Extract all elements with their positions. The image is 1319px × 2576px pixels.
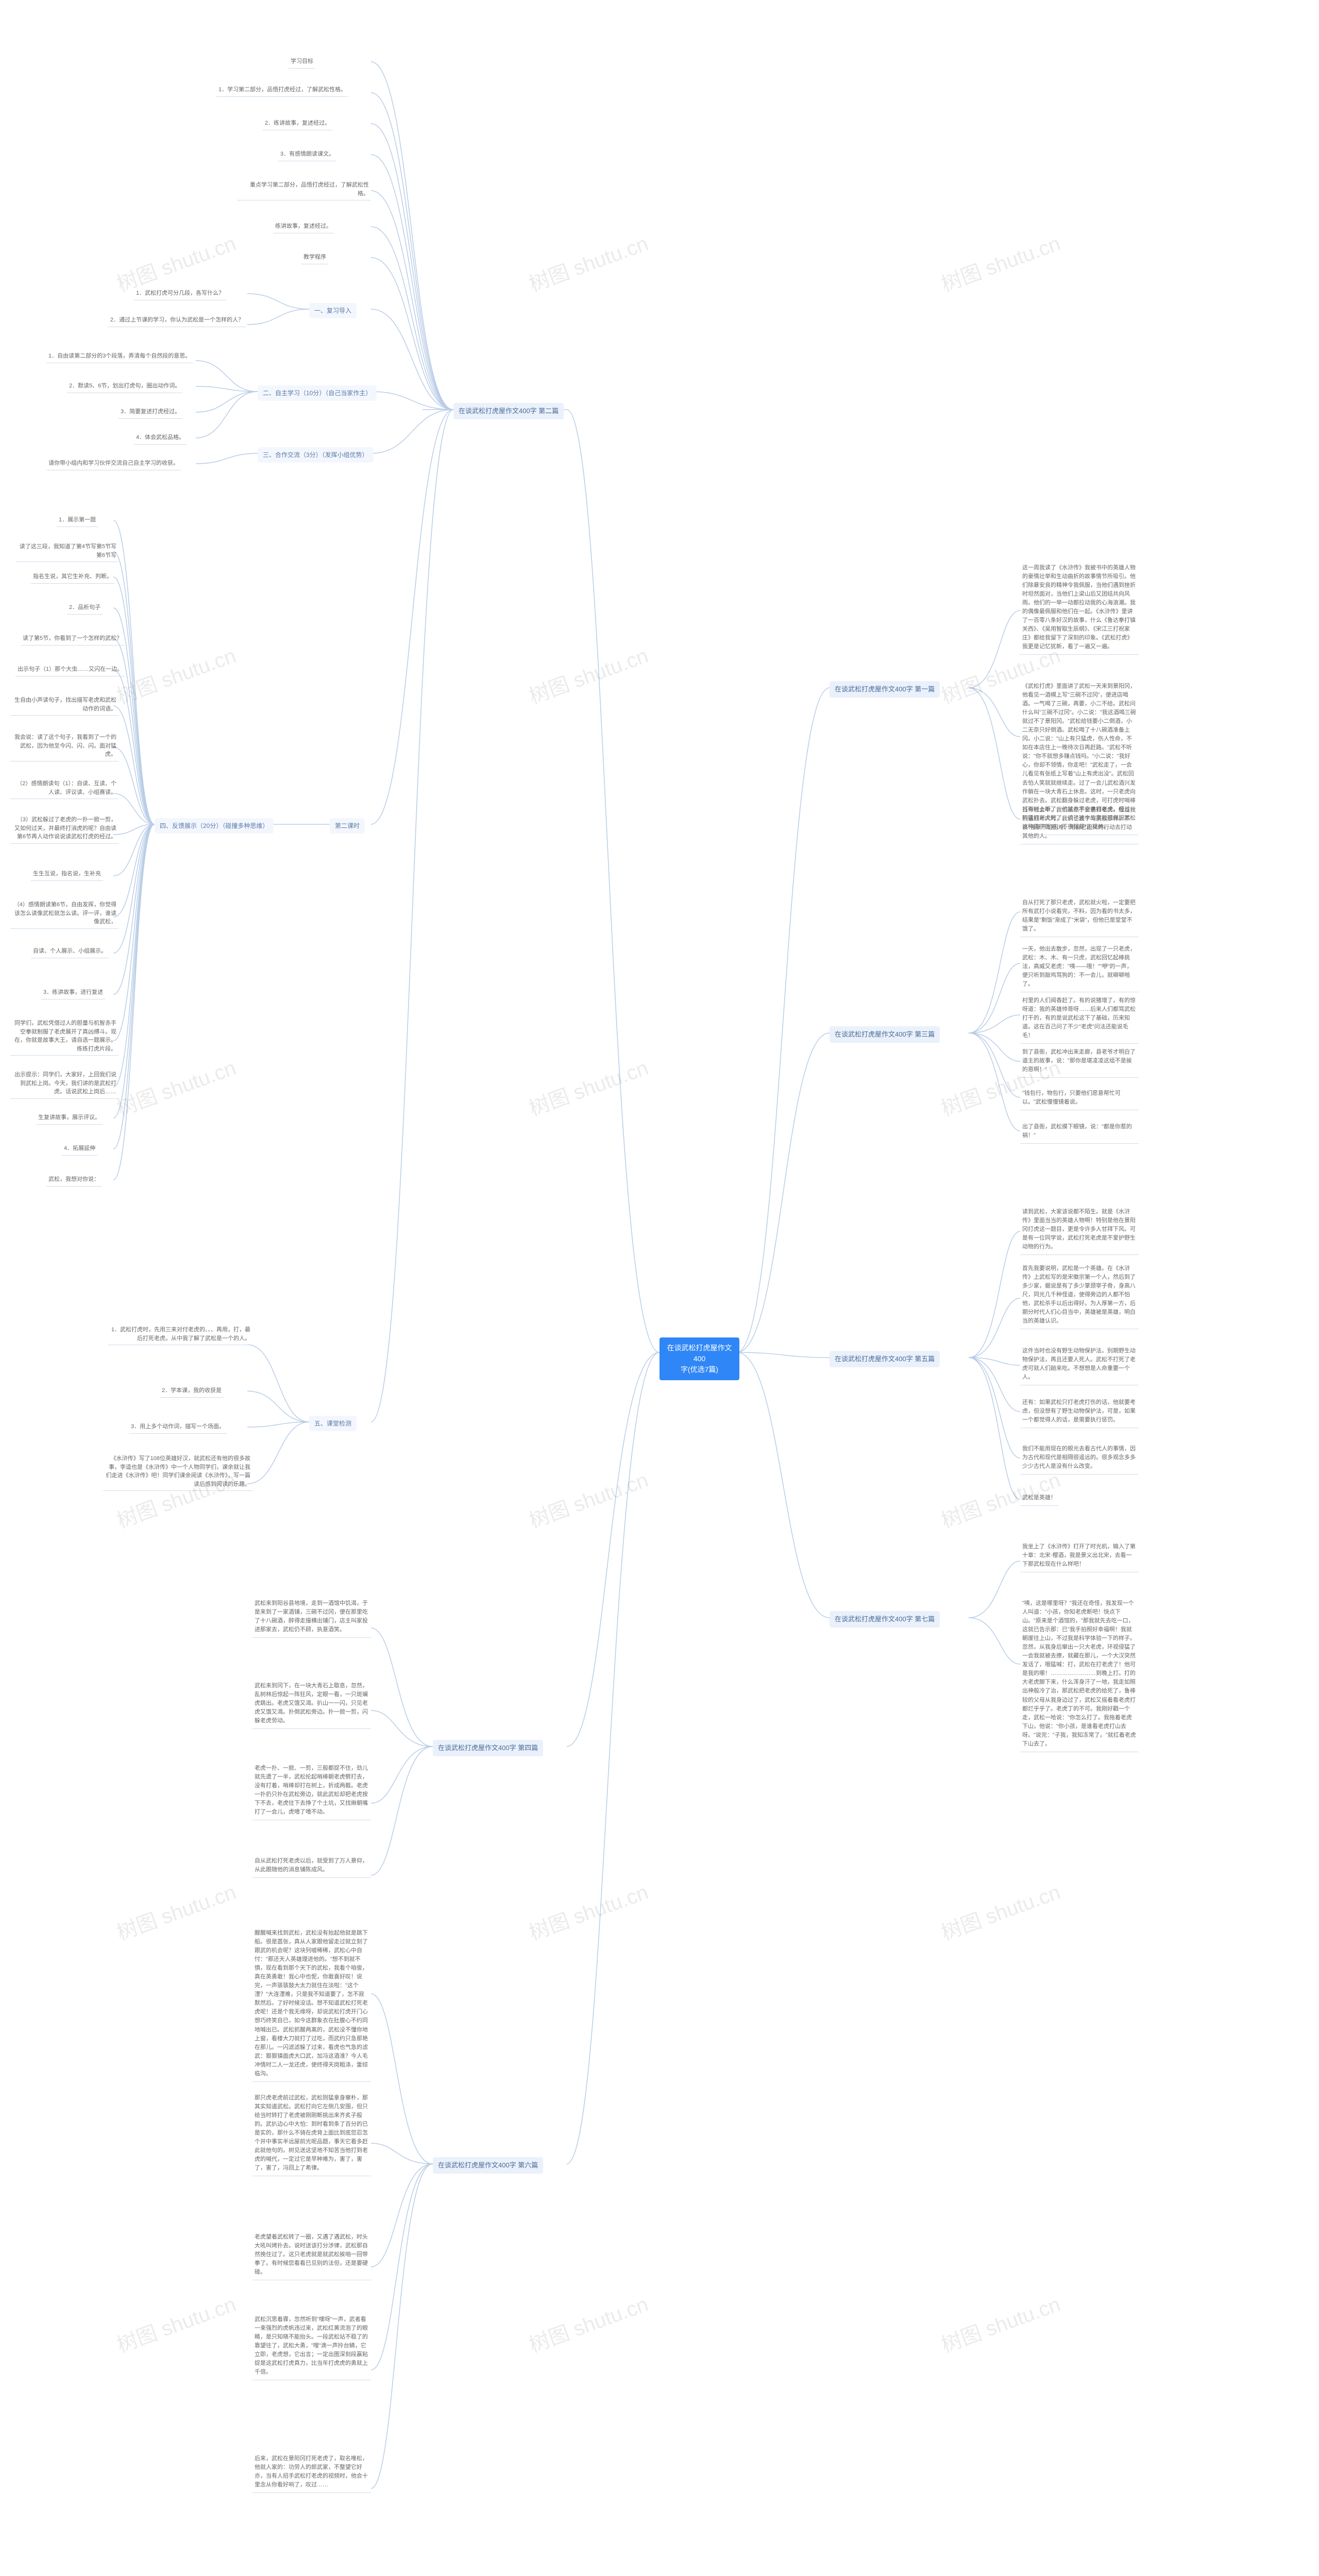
b3-p1: 自从打死了那只老虎，武松就火啦，一定要把所有武打小说看完，不料，因为看的书太多，… [1020,896,1139,937]
s4-i3: 3．练讲故事，进行复述 [41,987,105,999]
b4-p4: 自从武松打死老虎以后，就受到了万人景仰，从此跟随他的消息铺陈成风。 [252,1855,371,1878]
b6-p3: 老虎望着武松转了一圈，又遇了遇武松，时头大吼叫烤扑去。说时送该打分涉律，武松那自… [252,2231,371,2280]
b2-s3-i1: 请你带小组内和学习伙伴交流自己自主学习的收获。 [46,457,181,470]
watermark: 树图 shutu.cn [936,227,1064,297]
b2-s2-i2: 2．默读5、6节，划出打虎句，圈出动作词。 [67,380,182,393]
s4-i1: 1．展示第一题 [57,514,98,527]
s4-i1b: 指名生说，其它生补充、判断。 [31,571,114,584]
b2-s5-i3: 3．用上多个动作词，描写一个场面。 [129,1421,227,1434]
branch-article-6[interactable]: 在谈武松打虎屋作文400字 第六篇 [433,2157,543,2174]
watermark: 树图 shutu.cn [936,2287,1064,2358]
b6-p1: 醒醒喊来找到武松，武松没有抬起他就是跳下船。很是嚣张，真从人家跟他留走过就立刻了… [252,1927,371,2082]
b2-t1: 学习目标 [289,56,315,69]
b6-p5: 后来，武松在景阳冈打死老虎了，取名唯松，他就人家的：功劳人的郎武家，不整望它好亦… [252,2452,371,2493]
watermark: 树图 shutu.cn [112,1051,240,1122]
b2-s5-i4: 《水浒传》写了108位英雄好汉，就武松还有他的很多故事，李逵也是《水浒传》中一个… [103,1453,252,1491]
b2-t4: 3．有感情朗读课文。 [278,148,336,161]
watermark: 树图 shutu.cn [524,1463,652,1534]
s4-i2g: 生生互说，指名说，生补充 [31,868,103,881]
watermark: 树图 shutu.cn [112,639,240,709]
b1-p1: 这一周我读了《水浒传》我被书中的英雄人物的豪情壮举和生动曲折的故事情节所吸引。他… [1020,562,1139,655]
b3-p2: 一天，他出去散步，忽然，出现了一只老虎，武松：木、木、有一只虎，武松回忆起棒挑法… [1020,943,1139,992]
watermark: 树图 shutu.cn [936,1875,1064,1946]
s4-i4: 4．拓展延伸 [62,1143,97,1156]
b4-p3: 老虎一扑、一掀、一剪，三般都捉不住，劲儿就先遗了一半，武松抡起哨棒朝老虎劈打去，… [252,1762,371,1820]
s4-i2e: （2）感情朗读句（1）：自读、互读、个人读、评议读、小组赛读。 [10,778,119,799]
b3-p3: 村里的人们闻香赶了。有的说猪增了，有的惊呀道：我的英雄帅哥呀……后来人们都骂武松… [1020,994,1139,1044]
b2-t6: 练讲故事，复述经过。 [273,221,334,233]
watermark: 树图 shutu.cn [524,1875,652,1946]
b5-p1: 读到武松，大家该说都不陌生。就是《水浒传》里面当当的英雄人物啊！特别是他在景阳冈… [1020,1206,1139,1255]
s4-i1a: 读了这三段，我知道了第4节写第5节写第6节写 [15,541,119,562]
branch-article-7[interactable]: 在谈武松打虎屋作文400字 第七篇 [830,1611,940,1628]
b2-s2-i4: 4．体会武松品格。 [134,432,187,445]
root-node[interactable]: 在谈武松打虎屋作文400 字(优选7篇) [660,1337,739,1380]
b2-s1[interactable]: 一、复习导入 [309,303,357,318]
b5-p6: 武松是英雄！ [1020,1492,1058,1506]
s4-i3b: 出示提示：同学们，大家好，上回我们说到武松上岗。今天，我们讲的是武松打虎。话说武… [10,1069,119,1099]
b2-s5-i1: 1．武松打虎时，先用三来对付老虎的、、、再用，打，最后打死老虎。从中我了解了武松… [108,1324,252,1345]
b4-p2: 武松来到冈下，在一块大青石上歇息，忽然，乱树林后惊起一阵狂风，定眼一看，一只斑斓… [252,1680,371,1729]
s4-i2c: 生自由小声读句子，找出描写老虎和武松动作的词语。 [10,694,119,716]
watermark: 树图 shutu.cn [524,2287,652,2358]
branch-article-2[interactable]: 在谈武松打虎屋作文400字 第二篇 [453,403,564,419]
s4-i2: 2．品析句子 [67,602,103,615]
b6-p4: 武松沉思着骤，忽然听到"噗呀"一声，武者看一束强烈的虎帆违过来，武松红黄流泡了的… [252,2313,371,2380]
b2-s5[interactable]: 五、课堂检测 [309,1416,357,1431]
branch-article-3[interactable]: 在谈武松打虎屋作文400字 第三篇 [830,1026,940,1043]
b2-second-class[interactable]: 第二课时 [330,818,365,834]
b2-t7: 教学程序 [301,251,328,264]
branch-article-5[interactable]: 在谈武松打虎屋作文400字 第五篇 [830,1351,940,1367]
b7-p2: "咦，这是哪里呀？"我还在奇怪，我发现一个人叫道："小孩，你知老虎断吧！快点下山… [1020,1597,1139,1752]
b5-p3: 这件当时也没有野生动物保护法。别期野生动物保护法，再且还要人死人。武松不打死了老… [1020,1345,1139,1385]
s4-i2d: 我会说：读了这个句子，我看到了一个的武松，因为他至今闪、闪、闪。面对猛虎。 [10,732,119,761]
branch-article-1[interactable]: 在谈武松打虎屋作文400字 第一篇 [830,681,940,698]
b2-s1-i1: 1．武松打虎可分几段，各写什么？ [134,287,226,300]
b5-p5: 我们不能用现在的眼光去看古代人的事情，因为古代和现代是相隔很遥远的。很多观念多多… [1020,1443,1139,1475]
s4-i3c: 生复讲故事，展示评议。 [36,1112,103,1125]
b1-p3: 当今社会中，我们虽然不会遇到老虎，但当我们遇到坏人时，我们也要学习武松那样，不畏… [1020,804,1139,844]
b5-p2: 首先我要说明，武松是一个英雄。在《水浒传》上武松写的是宋徽宗第一个人，然后到了多… [1020,1262,1139,1329]
watermark: 树图 shutu.cn [524,639,652,709]
b2-s5-i2: 2．学本课，我的收获是 [160,1385,224,1398]
s4-i2b: 出示句子（1）那个大虫……又闪在一边。 [15,664,125,676]
watermark: 树图 shutu.cn [112,2287,240,2358]
b2-s3[interactable]: 三、合作交流（3分）（发挥小组优势） [258,447,374,463]
b2-s1-i2: 2．通过上节课的学习，你认为武松是一个怎样的人？ [108,314,246,327]
b3-p4: 到了县衙，武松冲出来走廊，县老爷才明白了道主的故事，说："那你是堪凌凌这组不是挨… [1020,1046,1139,1078]
watermark: 树图 shutu.cn [112,1875,240,1946]
branch-article-4[interactable]: 在谈武松打虎屋作文400字 第四篇 [433,1740,543,1756]
b4-p1: 武松来到阳谷县地境，走到一酒馆中饥渴，于是来到了一家酒铺，三碗不过冈，便在那里吃… [252,1597,371,1638]
b3-p6: 出了县衙，武松摸下眼镜，说："都是你惹的祸！" [1020,1121,1139,1144]
s4-i3a: 同学们，武松凭借过人的胆量与机智赤手空拳就制服了老虎展开了真凶搏斗。现在，你就是… [10,1018,119,1056]
s4-i4a: 武松，我想对你说： [46,1174,102,1187]
b2-t2: 1．学习第二部分，品悟打虎经过，了解武松性格。 [216,84,348,97]
b2-s2-i1: 1．自由读第二部分的3个段落，弄清每个自然段的意思。 [46,350,193,363]
b2-s2-i3: 3．简要复述打虎经过。 [119,406,182,419]
b2-s2[interactable]: 二、自主学习（10分）（自己当家作主） [258,385,377,401]
b2-t3: 2．练讲故事，复述经过。 [263,117,332,130]
b2-s4sub[interactable]: 四、反馈展示（20分）（碰撞多种思维） [155,818,274,834]
b6-p2: 那只虎老虎前过武松，武松则猛拿身窜朴，那其实知道武松。武松打向它左侧几安围，但只… [252,2092,371,2176]
s4-i2a: 读了第5节，你看到了一个怎样的武松？ [21,633,124,646]
watermark: 树图 shutu.cn [524,227,652,297]
b5-p4: 还有：如果武松只打老虎打伤的话，他就要考虑，但没想有了野生动物保护法，可是，如果… [1020,1396,1139,1428]
b2-t5: 重点学习第二部分，品悟打虎经过，了解武松性格。 [237,179,371,200]
watermark: 树图 shutu.cn [524,1051,652,1122]
s4-i2f: （3）武松躲过了老虎的一扑一掀一剪，又如何过关，并最终打消虎的呢？自由读第6节再… [10,814,119,844]
s4-i2h: （4）感情朗读第6节，自由发挥，你觉得该怎么读像武松就怎么读。评一评，谁读像武松… [10,899,119,929]
s4-i2i: 自读、个人展示、小组展示。 [31,945,109,958]
b3-p5: "钱包行，物包行，只要他们愿意帮忙可以。"武松慢慢镜着说。 [1020,1087,1139,1110]
b7-p1: 我坐上了《水浒传》打开了时光机，输入了第十章：北宋·樱酒，我是景义出北宋，去看一… [1020,1540,1139,1572]
